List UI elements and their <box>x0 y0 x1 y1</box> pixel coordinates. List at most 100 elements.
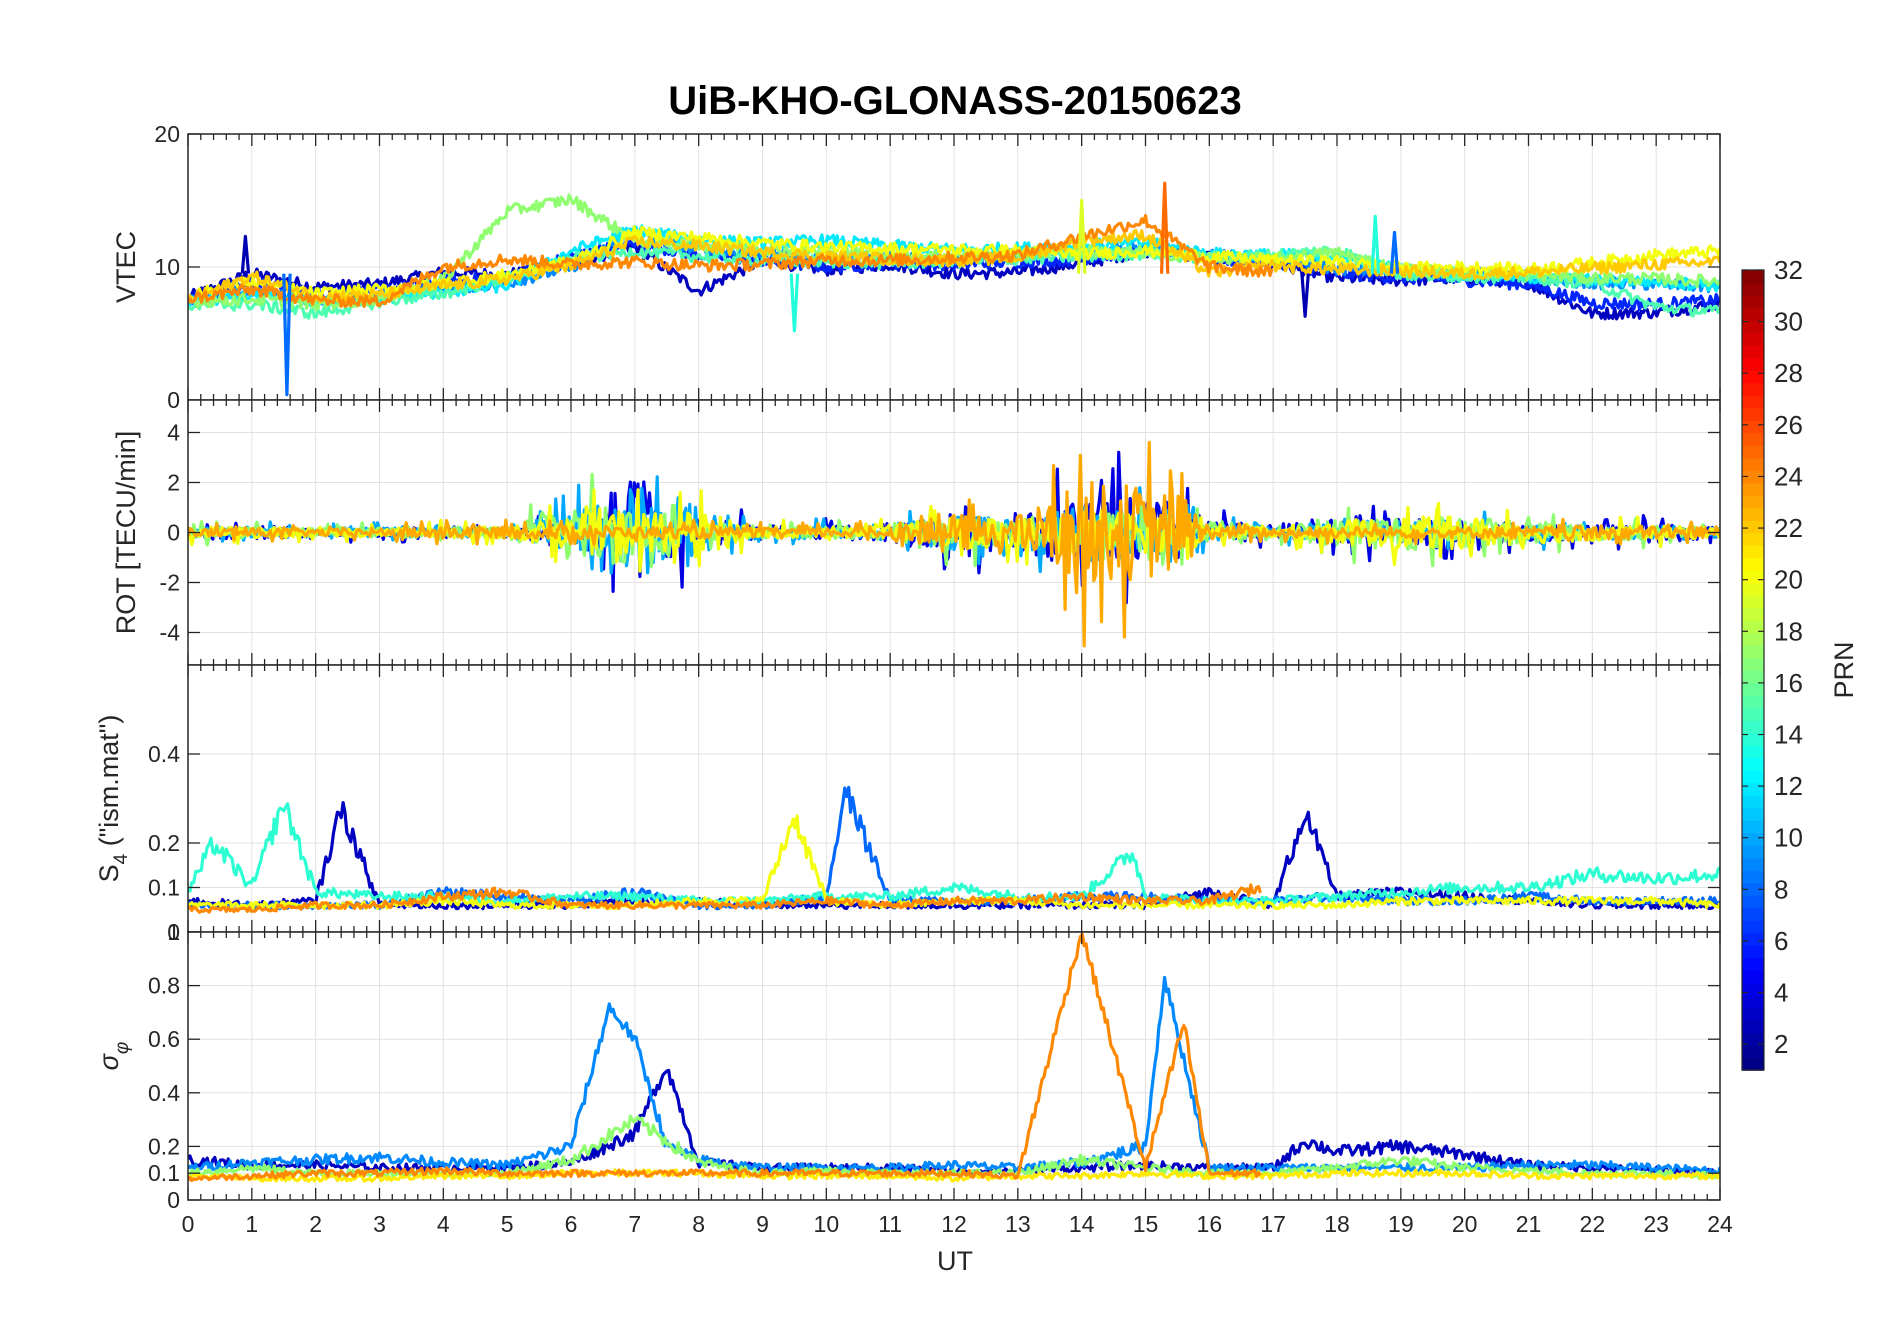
x-tick-label: 9 <box>756 1211 769 1237</box>
x-tick-label: 12 <box>941 1211 967 1237</box>
x-tick-label: 16 <box>1197 1211 1223 1237</box>
colorbar-band <box>1742 757 1764 771</box>
colorbar-band <box>1742 407 1764 421</box>
colorbar-band <box>1742 982 1764 996</box>
y-tick-label: 0.1 <box>148 1160 180 1186</box>
series-group <box>188 440 1720 648</box>
colorbar-band <box>1742 557 1764 571</box>
colorbar-band <box>1742 782 1764 796</box>
x-tick-label: 11 <box>878 1211 902 1237</box>
x-tick-label: 4 <box>437 1211 450 1237</box>
colorbar-band <box>1742 882 1764 896</box>
colorbar-tick-label: 22 <box>1774 513 1803 543</box>
colorbar-band <box>1742 632 1764 646</box>
colorbar-band <box>1742 457 1764 471</box>
colorbar-band <box>1742 945 1764 959</box>
colorbar-band <box>1742 857 1764 871</box>
colorbar-tick-label: 18 <box>1774 616 1803 646</box>
x-tick-label: 7 <box>628 1211 641 1237</box>
x-tick-label: 1 <box>245 1211 258 1237</box>
colorbar-tick-label: 14 <box>1774 720 1803 750</box>
colorbar-band <box>1742 732 1764 746</box>
colorbar-band <box>1742 570 1764 584</box>
y-tick-label: 0.8 <box>148 973 180 999</box>
colorbar-band <box>1742 682 1764 696</box>
colorbar-band <box>1742 395 1764 409</box>
colorbar-band <box>1742 370 1764 384</box>
colorbar-band <box>1742 870 1764 884</box>
colorbar-band <box>1742 1007 1764 1021</box>
x-tick-label: 6 <box>565 1211 578 1237</box>
chart-title: UiB-KHO-GLONASS-20150623 <box>668 79 1242 123</box>
y-tick-label: 0.4 <box>148 1080 180 1106</box>
colorbar-band <box>1742 907 1764 921</box>
y-tick-label: 4 <box>167 420 180 446</box>
colorbar-band <box>1742 807 1764 821</box>
y-tick-label: 0.2 <box>148 1133 180 1159</box>
colorbar-tick-label: 26 <box>1774 410 1803 440</box>
series-group <box>188 181 1720 397</box>
series-line-prn-24 <box>188 214 1274 309</box>
colorbar-band <box>1742 495 1764 509</box>
vtec-event-spike <box>1076 198 1087 274</box>
vtec-event-spike <box>1370 214 1381 274</box>
colorbar-band <box>1742 620 1764 634</box>
colorbar-band <box>1742 670 1764 684</box>
colorbar-tick-label: 10 <box>1774 823 1803 853</box>
y-tick-label: 0 <box>167 520 180 546</box>
panel-vtec: 0 10 20 VTEC <box>111 121 1721 413</box>
colorbar-band <box>1742 1032 1764 1046</box>
series-line-prn-22 <box>188 229 1720 304</box>
colorbar-band <box>1742 320 1764 334</box>
colorbar-frame <box>1741 269 1765 1071</box>
colorbar-tick-label: 6 <box>1774 926 1788 956</box>
colorbar-band <box>1742 507 1764 521</box>
colorbar-band <box>1742 795 1764 809</box>
colorbar-band <box>1742 995 1764 1009</box>
colorbar-band <box>1742 520 1764 534</box>
y-tick-label: 0.4 <box>148 741 180 767</box>
colorbar-band <box>1742 657 1764 671</box>
y-tick-label: 2 <box>167 470 180 496</box>
y-tick-label: 0.6 <box>148 1026 180 1052</box>
colorbar-band <box>1742 595 1764 609</box>
y-axis-label-subscript: φ <box>112 1042 133 1054</box>
y-axis-label-subscript: 4 <box>111 853 132 864</box>
x-tick-label: 21 <box>1516 1211 1542 1237</box>
colorbar-band <box>1742 382 1764 396</box>
colorbar-band <box>1742 307 1764 321</box>
y-tick-label: 0 <box>167 387 180 413</box>
series-line-prn-23 <box>188 440 1720 648</box>
colorbar-tick-label: 12 <box>1774 771 1803 801</box>
x-tick-label: 23 <box>1643 1211 1669 1237</box>
colorbar-band <box>1742 957 1764 971</box>
colorbar-band <box>1742 532 1764 546</box>
series-group <box>188 785 1720 914</box>
ticks <box>187 133 1721 401</box>
x-tick-label: 5 <box>501 1211 514 1237</box>
y-tick-label: 20 <box>154 121 180 147</box>
y-axis-label: VTEC <box>111 231 141 303</box>
x-tick-label: 17 <box>1260 1211 1286 1237</box>
colorbar-band <box>1742 432 1764 446</box>
colorbar-band <box>1742 895 1764 909</box>
vtec-event-spike <box>1159 181 1170 274</box>
colorbar-band <box>1742 420 1764 434</box>
colorbar-tick-label: 8 <box>1774 874 1788 904</box>
colorbar-tick-label: 28 <box>1774 358 1803 388</box>
colorbar-tick-label: 24 <box>1774 461 1803 491</box>
panel-s4: 00.10.20.4S4 ("ism.mat") <box>94 664 1721 945</box>
series-line-prn-24 <box>188 883 1262 914</box>
panel-rot: -4 -2 0 2 4 ROT [TECU/min] <box>111 399 1721 666</box>
colorbar-band <box>1742 545 1764 559</box>
x-tick-label: 2 <box>309 1211 322 1237</box>
colorbar-band <box>1742 282 1764 296</box>
x-tick-label: 20 <box>1452 1211 1478 1237</box>
colorbar-band <box>1742 920 1764 934</box>
y-axis-label: ROT [TECU/min] <box>111 431 141 635</box>
series-line-prn-20 <box>188 225 1720 303</box>
colorbar-band <box>1742 470 1764 484</box>
vtec-event-spike <box>1389 230 1400 274</box>
colorbar-band <box>1742 1020 1764 1034</box>
